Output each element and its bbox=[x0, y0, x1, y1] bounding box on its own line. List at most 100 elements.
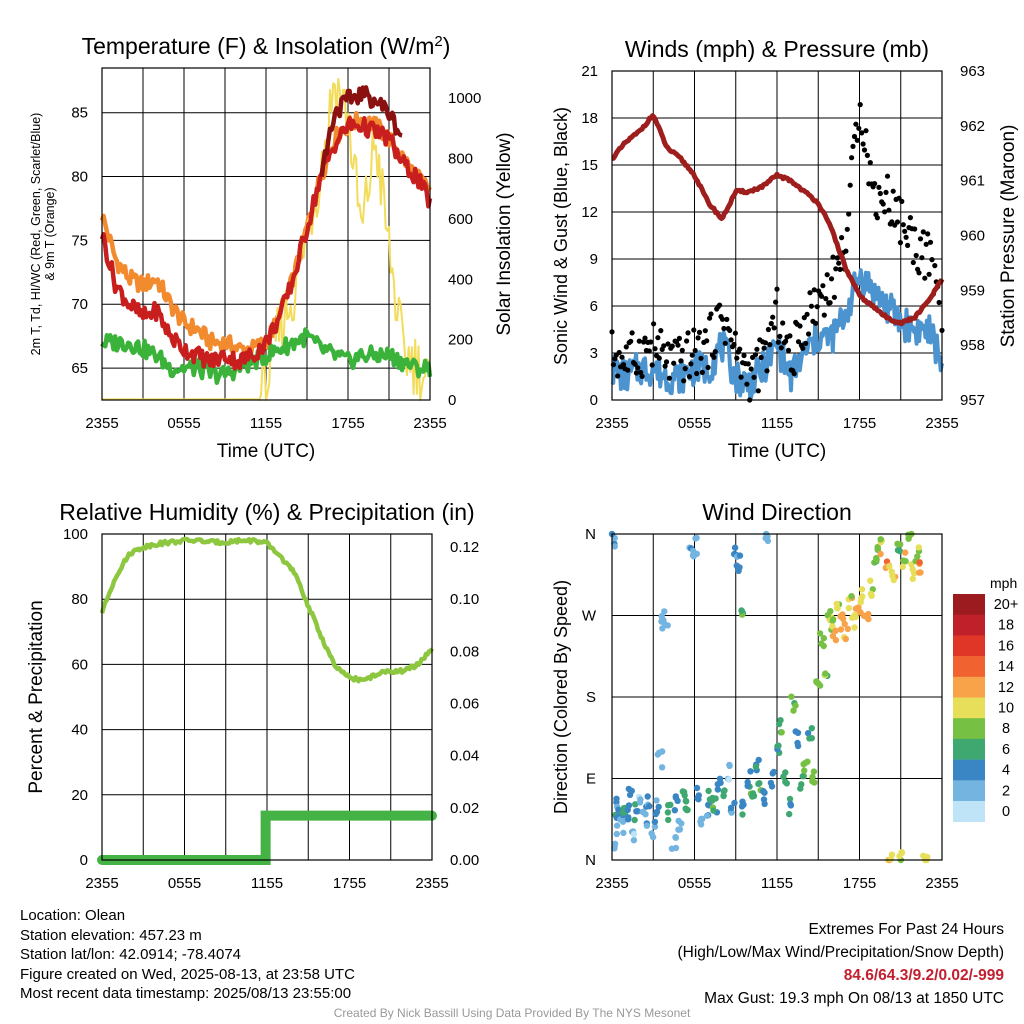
credit-line: Created By Nick Bassill Using Data Provi… bbox=[333, 1006, 691, 1020]
gust-point bbox=[814, 304, 820, 310]
gust-point bbox=[787, 333, 793, 339]
direction-point bbox=[665, 816, 672, 824]
gust-point bbox=[771, 325, 777, 331]
direction-point bbox=[652, 810, 659, 818]
gust-point bbox=[731, 341, 737, 348]
gust-point bbox=[722, 340, 728, 346]
direction-point bbox=[703, 812, 711, 819]
gust-point bbox=[767, 342, 773, 348]
direction-point bbox=[808, 725, 815, 732]
legend-swatch bbox=[953, 676, 985, 698]
legend-label: 8 bbox=[1002, 721, 1010, 737]
extremes-title: Extremes For Past 24 Hours bbox=[808, 921, 1004, 938]
direction-point bbox=[832, 627, 839, 634]
direction-point bbox=[690, 553, 697, 560]
chart-title: Relative Humidity (%) & Precipitation (i… bbox=[59, 499, 474, 525]
gust-point bbox=[699, 369, 706, 375]
gust-point bbox=[882, 209, 888, 215]
speed-legend: mph 20+ 18 16 14 12 10 8 6 4 2 0 bbox=[953, 575, 1018, 822]
gust-point bbox=[912, 226, 918, 232]
x-tick-label: 2355 bbox=[925, 415, 958, 432]
dewpoint-series bbox=[100, 327, 433, 386]
x-tick-label: 0555 bbox=[678, 415, 711, 432]
max-gust: Max Gust: 19.3 mph On 08/13 at 1850 UTC bbox=[704, 990, 1004, 1007]
gust-point bbox=[797, 323, 803, 329]
gust-point bbox=[707, 315, 713, 321]
direction-point bbox=[655, 803, 662, 811]
direction-point bbox=[716, 775, 724, 782]
recent-timestamp: Most recent data timestamp: 2025/08/13 2… bbox=[20, 985, 352, 1002]
direction-point bbox=[653, 797, 660, 804]
direction-point bbox=[752, 763, 760, 770]
direction-point bbox=[787, 802, 795, 809]
direction-point bbox=[809, 773, 816, 781]
gust-point bbox=[843, 248, 849, 254]
gust-point bbox=[811, 287, 817, 293]
wind-panel: 2355 0555 1155 1755 2355 Winds (mph) & Pressu… bbox=[551, 36, 1019, 462]
gust-point bbox=[853, 121, 859, 127]
y-axis-label: Sonic Wind & Gust (Blue, Black) bbox=[551, 107, 571, 365]
gust-point bbox=[708, 311, 714, 317]
gust-point bbox=[919, 255, 925, 261]
gust-point bbox=[778, 345, 784, 351]
gust-point bbox=[833, 266, 839, 272]
station-elevation: Station elevation: 457.23 m bbox=[20, 926, 202, 944]
y2-tick-label: 200 bbox=[448, 332, 473, 349]
direction-point bbox=[867, 577, 874, 584]
y2-tick-label: 0.04 bbox=[450, 748, 479, 765]
direction-point bbox=[848, 593, 855, 600]
direction-point bbox=[816, 630, 824, 637]
direction-point bbox=[792, 728, 799, 735]
gust-point bbox=[628, 338, 634, 344]
y2-tick-label: 963 bbox=[960, 63, 985, 80]
gust-point bbox=[837, 266, 843, 272]
y-tick-label: S bbox=[586, 689, 596, 706]
gust-point bbox=[675, 342, 681, 348]
y-tick-label: 9 bbox=[590, 251, 598, 268]
direction-point bbox=[792, 702, 799, 709]
gust-point bbox=[867, 160, 873, 166]
gust-point bbox=[655, 335, 661, 341]
gust-point bbox=[695, 335, 701, 341]
gust-point bbox=[894, 219, 901, 225]
station-latlon: Station lat/lon: 42.0914; -78.4074 bbox=[20, 946, 242, 963]
direction-point bbox=[820, 635, 827, 642]
gust-point bbox=[694, 370, 700, 377]
gust-point bbox=[795, 339, 802, 345]
heat_index-series bbox=[319, 85, 403, 178]
gust-point bbox=[844, 226, 850, 232]
direction-point bbox=[710, 807, 717, 814]
gust-point bbox=[768, 320, 774, 327]
gust-point bbox=[903, 234, 909, 240]
gust-point bbox=[770, 314, 776, 320]
gust-point bbox=[804, 311, 810, 317]
gust-point bbox=[818, 293, 825, 299]
wind-series bbox=[610, 268, 944, 402]
direction-point bbox=[727, 804, 735, 811]
gust-point bbox=[806, 331, 812, 337]
plot-border bbox=[611, 70, 943, 401]
x-tick-label: 2355 bbox=[595, 875, 628, 892]
gust-point bbox=[773, 299, 779, 305]
gust-point bbox=[633, 370, 640, 376]
gust-point bbox=[863, 128, 869, 134]
direction-point bbox=[615, 806, 622, 813]
x-tick-label: 2355 bbox=[415, 875, 448, 892]
gust-point bbox=[646, 348, 652, 354]
gust-point bbox=[748, 366, 754, 372]
gust-point bbox=[651, 321, 657, 327]
y-axis-label-2: & 9m T (Orange) bbox=[43, 187, 57, 280]
gust-point bbox=[917, 236, 924, 242]
direction-point bbox=[902, 549, 909, 556]
direction-point bbox=[613, 795, 620, 802]
y2-tick-label: 0.08 bbox=[450, 643, 479, 660]
direction-point bbox=[705, 787, 712, 795]
legend-swatch bbox=[953, 759, 985, 781]
gust-point bbox=[861, 147, 868, 153]
gust-point bbox=[685, 330, 691, 336]
gust-point bbox=[719, 316, 726, 322]
chart-title: Winds (mph) & Pressure (mb) bbox=[625, 36, 929, 62]
direction-point bbox=[920, 852, 927, 859]
temp-series bbox=[99, 115, 433, 371]
gust-point bbox=[717, 302, 723, 308]
